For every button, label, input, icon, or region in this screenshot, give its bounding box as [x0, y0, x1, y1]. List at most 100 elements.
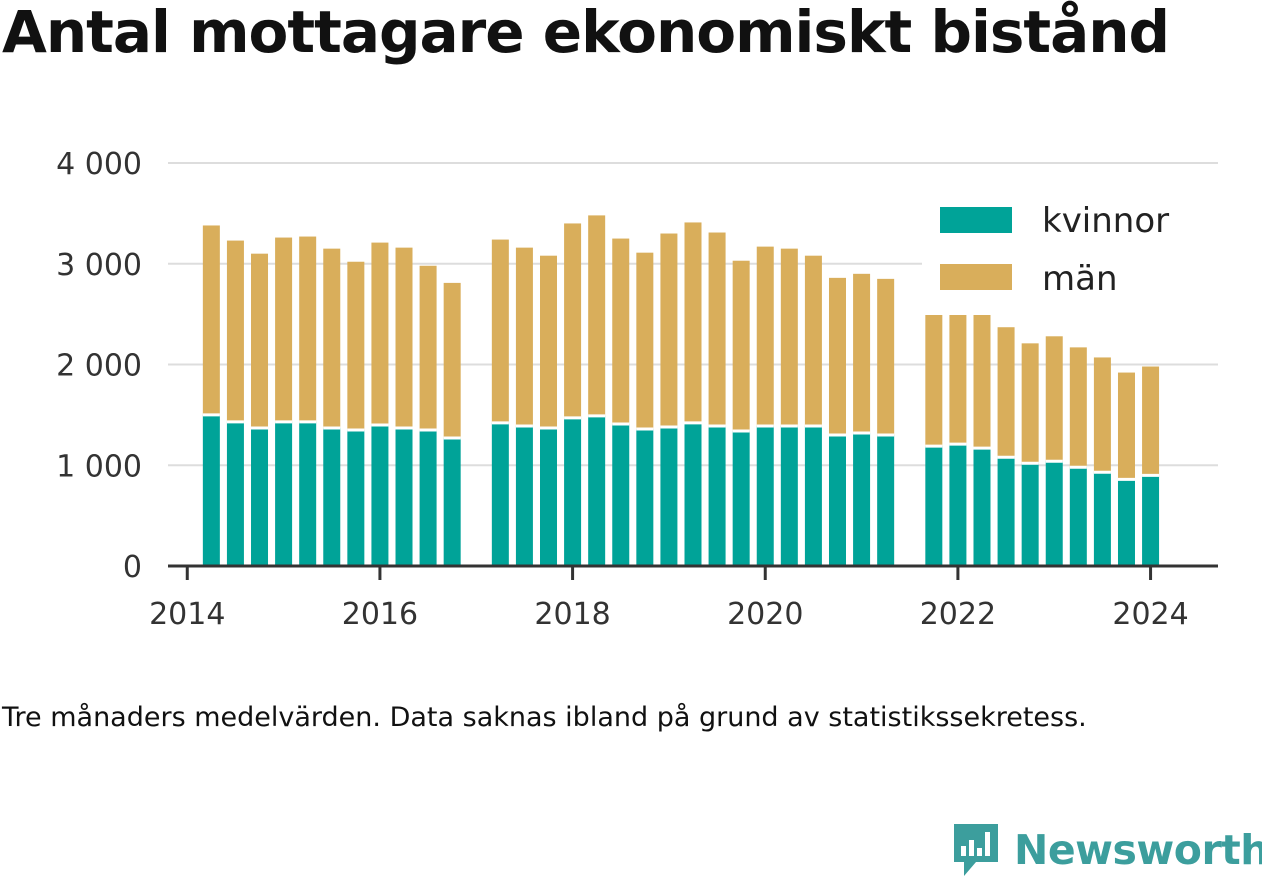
bar-kvinnor — [515, 425, 533, 566]
bar-man — [226, 240, 244, 422]
legend-label-kvinnor: kvinnor — [1042, 201, 1169, 241]
bar-man — [949, 314, 967, 445]
bar-man — [323, 248, 341, 428]
x-tick-label: 2016 — [342, 597, 418, 632]
bar-kvinnor — [877, 435, 895, 566]
x-tick-label: 2024 — [1112, 597, 1188, 632]
y-tick-label: 4 000 — [56, 147, 142, 182]
bar-man — [1045, 336, 1063, 462]
bar-kvinnor — [251, 427, 269, 566]
bar-man — [660, 233, 678, 427]
bar-man — [973, 314, 991, 449]
bar-man — [251, 253, 269, 428]
bar-kvinnor — [1069, 467, 1087, 566]
bar-kvinnor — [612, 423, 630, 566]
bar-man — [612, 238, 630, 424]
bar-man — [684, 222, 702, 423]
bar-kvinnor — [997, 457, 1015, 566]
bar-kvinnor — [756, 425, 774, 566]
bar-man — [1093, 357, 1111, 473]
bar-kvinnor — [684, 422, 702, 566]
bar-man — [1142, 366, 1160, 476]
bar-kvinnor — [973, 448, 991, 566]
bar-kvinnor — [636, 428, 654, 566]
bar-kvinnor — [804, 425, 822, 566]
bar-man — [371, 242, 389, 425]
bar-man — [540, 255, 558, 428]
bar-man — [756, 246, 774, 426]
bar-man — [202, 225, 220, 415]
bar-kvinnor — [660, 426, 678, 566]
bar-man — [828, 277, 846, 436]
bar-man — [1117, 372, 1135, 480]
bar-kvinnor — [299, 421, 317, 566]
bar-kvinnor — [780, 425, 798, 566]
bar-man — [491, 239, 509, 423]
brand-name: Newsworthy — [1014, 826, 1262, 874]
bar-kvinnor — [925, 446, 943, 566]
bar-kvinnor — [1021, 463, 1039, 566]
bar-kvinnor — [1142, 475, 1160, 566]
bar-kvinnor — [1093, 472, 1111, 566]
legend-swatch-man — [940, 264, 1012, 290]
bar-kvinnor — [226, 421, 244, 566]
bar-man — [804, 255, 822, 426]
bar-kvinnor — [853, 433, 871, 566]
x-tick-label: 2020 — [727, 597, 803, 632]
bars — [202, 215, 1160, 566]
bar-kvinnor — [540, 427, 558, 566]
bar-man — [780, 248, 798, 426]
bar-man — [564, 223, 582, 418]
x-tick-label: 2018 — [534, 597, 610, 632]
bar-man — [877, 278, 895, 436]
bar-man — [853, 273, 871, 434]
legend-swatch-kvinnor — [940, 207, 1012, 233]
bar-kvinnor — [1045, 461, 1063, 566]
x-tick-label: 2022 — [920, 597, 996, 632]
bar-man — [347, 261, 365, 430]
bar-kvinnor — [588, 415, 606, 566]
chart-title: Antal mottagare ekonomiskt bistånd — [2, 0, 1170, 66]
bar-man — [299, 236, 317, 422]
x-axis: 2014 2016 2018 2020 2022 2024 — [149, 564, 1218, 632]
bar-kvinnor — [708, 425, 726, 566]
newsworthy-chart-bubble-icon — [954, 824, 998, 876]
bar-kvinnor — [275, 421, 293, 566]
bar-kvinnor — [443, 438, 461, 566]
bar-man — [732, 260, 750, 431]
legend-label-man: män — [1042, 259, 1118, 299]
bar-kvinnor — [202, 414, 220, 566]
y-tick-label: 1 000 — [56, 449, 142, 484]
bar-kvinnor — [828, 435, 846, 566]
bar-kvinnor — [419, 429, 437, 566]
bar-kvinnor — [323, 427, 341, 566]
bar-kvinnor — [1117, 479, 1135, 566]
bar-kvinnor — [371, 424, 389, 566]
bar-man — [1069, 347, 1087, 468]
bar-kvinnor — [395, 427, 413, 566]
bar-kvinnor — [491, 422, 509, 566]
legend: kvinnor män — [922, 190, 1222, 315]
bar-man — [925, 314, 943, 447]
chart-caption: Tre månaders medelvärden. Data saknas ib… — [2, 702, 1087, 733]
y-tick-label: 3 000 — [56, 248, 142, 283]
y-tick-label: 0 — [123, 550, 142, 585]
bar-man — [443, 282, 461, 439]
bar-man — [997, 327, 1015, 458]
bar-man — [708, 232, 726, 426]
bar-man — [515, 247, 533, 426]
y-tick-label: 2 000 — [56, 349, 142, 384]
bar-man — [588, 215, 606, 416]
bar-man — [275, 237, 293, 422]
bar-kvinnor — [949, 444, 967, 566]
bar-man — [636, 252, 654, 429]
bar-man — [395, 247, 413, 428]
bar-man — [1021, 343, 1039, 464]
bar-man — [419, 265, 437, 430]
y-axis-ticks: 0 1 000 2 000 3 000 4 000 — [56, 147, 142, 585]
brand-logo: Newsworthy — [950, 818, 1262, 882]
bar-kvinnor — [347, 429, 365, 566]
bar-kvinnor — [732, 430, 750, 566]
x-tick-label: 2014 — [149, 597, 225, 632]
